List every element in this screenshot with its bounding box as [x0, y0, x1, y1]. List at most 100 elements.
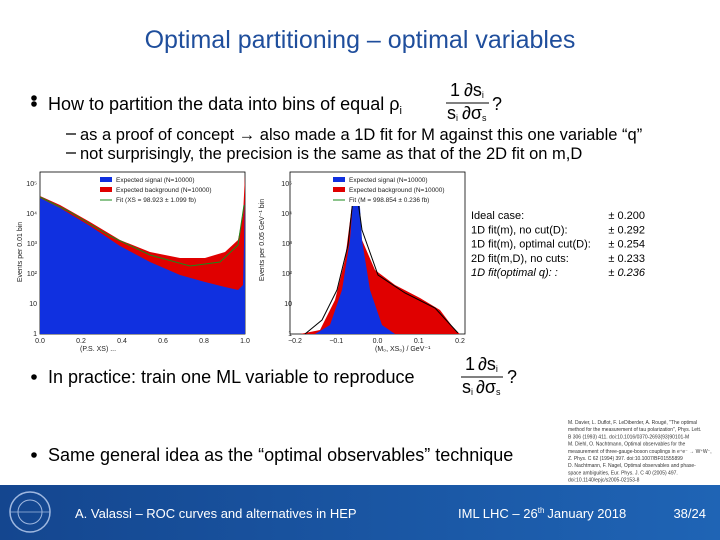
bullet-text: In practice: train one ML variable to re… — [48, 367, 415, 387]
formula: 1 ∂si si ∂σs — [461, 354, 503, 397]
y-tick-label: 10² — [282, 271, 293, 278]
result-label: 1D fit(m), optimal cut(D): — [471, 239, 591, 251]
formula-sub: i — [496, 364, 498, 374]
left-plot: Expected signal (N=10000) Expected backg… — [17, 171, 250, 353]
question-mark: ? — [507, 367, 517, 387]
result-label: 1D fit(m), no cut(D): — [471, 224, 568, 236]
y-tick-label: 10⁵ — [281, 181, 292, 188]
y-tick-label: 10² — [27, 271, 38, 278]
x-axis-label: (M₀, XS₀) / GeV⁻¹ — [375, 346, 431, 353]
legend-swatch — [100, 187, 112, 192]
footer-bar — [0, 485, 720, 540]
y-axis-label: Events per 0.01 bin — [17, 222, 24, 282]
results-table: Ideal case: ± 0.200 1D fit(m), no cut(D): ±… — [471, 210, 646, 279]
x-tick-label: 0.0 — [373, 338, 383, 345]
result-value: ± 0.236 — [608, 267, 646, 279]
y-tick-label: 10⁴ — [281, 211, 292, 218]
cern-logo — [9, 491, 51, 533]
x-tick-label: 0.2 — [455, 338, 465, 345]
legend-label: Expected signal (N=10000) — [116, 177, 195, 184]
result-label: Ideal case: — [471, 210, 524, 222]
x-tick-label: 0.1 — [414, 338, 424, 345]
legend-label: Expected background (N=10000) — [349, 187, 445, 194]
reference-line: D. Nachtmann, F. Nagel, Optimal observab… — [568, 463, 696, 469]
formula-den-2: ∂σs — [462, 103, 487, 123]
y-tick-label: 10³ — [282, 241, 293, 248]
formula: 1 ∂si si ∂σs — [446, 80, 489, 123]
sub-bullet-text: as a proof of concept → also made a 1D f… — [80, 126, 642, 144]
x-axis-label: (P.S. XS) ... — [80, 346, 116, 353]
text: How to partition the data into bins of e… — [48, 94, 399, 114]
reference-line: M. Diehl, O. Nachtmann, Optimal observab… — [568, 442, 685, 448]
formula-dsigma: ∂σ — [462, 103, 482, 123]
text: IML LHC – 26 — [458, 506, 538, 521]
x-tick-label: −0.2 — [288, 338, 302, 345]
legend-box — [98, 174, 243, 206]
reference-line: doi:10.1140/epjc/s2005-02153-8 — [568, 478, 640, 484]
y-tick-label: 10 — [284, 301, 292, 308]
result-value: ± 0.233 — [608, 253, 645, 265]
formula-s: s — [447, 103, 456, 123]
result-label: 2D fit(m,D), no cuts: — [471, 253, 569, 265]
y-tick-label: 1 — [288, 331, 292, 338]
formula-sub: s — [482, 113, 487, 123]
x-tick-label: 0.2 — [76, 338, 86, 345]
right-plot: Expected signal (N=10000) Expected backg… — [259, 171, 466, 353]
result-value: ± 0.292 — [608, 224, 645, 236]
bullet — [31, 374, 37, 380]
legend-swatch — [333, 177, 345, 182]
reference-line: Z. Phys. C 62 (1994) 397. doi:10.1007/BF… — [568, 456, 683, 462]
sub-bullet-text: not surprisingly, the precision is the s… — [80, 145, 582, 163]
x-tick-label: 0.6 — [158, 338, 168, 345]
reference-line: measurement of three-gauge-boson couplin… — [568, 449, 712, 455]
bullet — [31, 101, 37, 107]
formula-den-2: ∂σs — [476, 377, 501, 397]
reference-line: B 306 (1993) 411. doi:10.1016/0370-2693(… — [568, 434, 689, 440]
legend-box — [331, 174, 463, 206]
fit-curve — [39, 196, 245, 267]
footer-event: IML LHC – 26th January 2018 — [458, 506, 626, 521]
formula-dsi: ∂s — [464, 80, 482, 100]
x-tick-label: 1.0 — [240, 338, 250, 345]
legend-label: Expected signal (N=10000) — [349, 177, 428, 184]
legend-label: Fit (M = 998.854 ± 0.236 fb) — [349, 197, 429, 204]
formula-den-1: si — [447, 103, 458, 123]
result-value: ± 0.254 — [608, 239, 645, 251]
formula-sub: i — [456, 113, 458, 123]
results-box — [467, 207, 650, 287]
result-label: 1D fit(optimal q): : — [471, 267, 558, 279]
slide-title: Optimal partitioning – optimal variables — [145, 26, 576, 54]
result-value: ± 0.200 — [608, 210, 645, 222]
formula-num-2: ∂si — [464, 80, 484, 100]
formula-sub: i — [471, 387, 473, 397]
page-number: 38/24 — [673, 506, 706, 521]
y-tick-label: 10⁵ — [26, 181, 37, 188]
y-tick-label: 10³ — [27, 241, 38, 248]
reference-block: M. Davier, L. Duflot, F. LeDiberder, A. … — [568, 420, 712, 484]
reference-line: M. Davier, L. Duflot, F. LeDiberder, A. … — [568, 420, 697, 426]
formula-dsi: ∂s — [478, 354, 496, 374]
formula-sub: s — [496, 387, 501, 397]
footer-author: A. Valassi – ROC curves and alternatives… — [75, 506, 357, 521]
formula-num-2: ∂si — [478, 354, 498, 374]
x-tick-label: 0.4 — [117, 338, 127, 345]
legend-label: Expected background (N=10000) — [116, 187, 212, 194]
legend-swatch — [100, 177, 112, 182]
reference-line: space ambiguities, Eur. Phys. J. C 40 (2… — [568, 470, 678, 476]
text: January 2018 — [547, 506, 626, 521]
legend-label: Fit (XS = 98.923 ± 1.099 fb) — [116, 197, 196, 204]
y-tick-label: 1 — [33, 331, 37, 338]
subscript: i — [399, 105, 401, 117]
formula-dsigma: ∂σ — [476, 377, 496, 397]
y-tick-label: 10 — [29, 301, 37, 308]
y-tick-label: 10⁴ — [26, 211, 37, 218]
formula-sub: i — [482, 90, 484, 100]
formula-den-1: si — [462, 377, 473, 397]
formula-num-1: 1 — [450, 80, 460, 100]
reference-line: method for the measurement of tau polari… — [568, 427, 701, 433]
question-mark: ? — [492, 94, 502, 114]
signal-histogram — [40, 198, 245, 334]
y-axis-label: Events per 0.05 GeV⁻¹ bin — [259, 199, 266, 281]
legend-swatch — [333, 187, 345, 192]
